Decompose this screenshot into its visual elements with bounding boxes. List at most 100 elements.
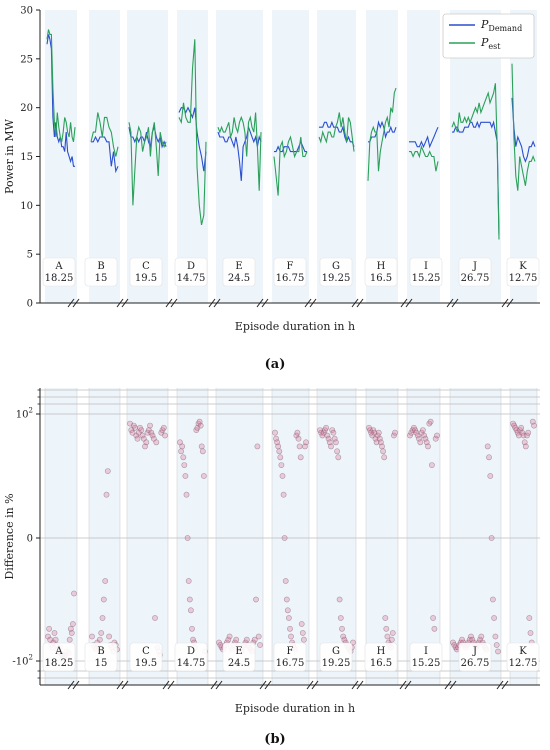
b-point-G <box>330 429 337 436</box>
a-episode-duration: 19.25 <box>322 273 351 284</box>
b-point-H <box>379 443 385 450</box>
b-episode-duration: 15 <box>95 658 108 669</box>
b-point-J <box>484 443 491 450</box>
b-point-H <box>384 633 391 640</box>
a-episode-box-7 <box>364 257 398 287</box>
b-episode-label: B <box>97 646 104 657</box>
b-episode-box-6 <box>319 642 353 672</box>
b-point-C <box>160 424 167 431</box>
b-episode-band <box>127 388 168 685</box>
b-axis-break-b <box>72 680 80 690</box>
a-episode-label: J <box>472 261 477 272</box>
a-episode-band <box>177 10 208 303</box>
a-y-tick-label: 15 <box>20 152 33 163</box>
a-episode-label: H <box>377 261 386 272</box>
a-axis-break-b <box>261 298 269 308</box>
a-y-tick-label: 0 <box>27 299 33 310</box>
b-point-G <box>340 633 347 640</box>
b-episode-box-3 <box>174 642 208 672</box>
b-point-F <box>282 578 289 584</box>
b-point-A <box>66 636 73 643</box>
b-point-G <box>341 636 348 643</box>
b-point-F <box>294 429 301 436</box>
a-episode-box-9 <box>458 257 492 287</box>
a-episode-duration: 26.75 <box>461 273 490 284</box>
b-point-H <box>381 454 388 461</box>
b-point-J <box>486 454 492 461</box>
b-episode-label: F <box>287 646 294 657</box>
b-episode-band <box>407 388 440 685</box>
a-series-estimate-B <box>90 112 119 157</box>
a-episode-duration: 15.25 <box>412 273 441 284</box>
a-legend-entry: PDemand <box>480 18 522 33</box>
b-axis-break-b <box>404 680 412 690</box>
a-y-tick-label: 10 <box>20 201 33 212</box>
b-point-H <box>380 448 386 455</box>
b-point-A <box>68 630 75 636</box>
b-axis-break-a <box>306 680 314 690</box>
b-point-F <box>300 636 307 643</box>
a-axis-break-b <box>356 298 364 308</box>
b-point-F <box>276 448 283 455</box>
a-series-estimate-I <box>409 144 439 172</box>
b-point-B <box>100 596 107 603</box>
b-point-K <box>531 422 537 429</box>
b-point-B <box>89 633 95 640</box>
b-point-I <box>419 427 426 433</box>
a-y-axis-label: Power in MW <box>3 118 16 194</box>
b-point-B <box>99 615 106 621</box>
b-episode-duration: 24.5 <box>228 658 250 669</box>
a-episode-box-6 <box>319 257 353 287</box>
a-episode-duration: 15 <box>95 273 108 284</box>
b-point-D <box>178 448 184 455</box>
a-episode-box-1 <box>84 257 118 287</box>
b-point-D <box>200 473 207 479</box>
b-point-H <box>383 625 390 632</box>
b-episode-label: G <box>332 646 340 657</box>
b-point-G <box>323 424 329 431</box>
b-point-E <box>254 443 261 450</box>
b-point-A <box>70 621 76 627</box>
a-series-demand-G <box>319 120 355 147</box>
a-episode-label: B <box>97 261 104 272</box>
b-point-F <box>275 443 282 450</box>
b-point-I <box>428 462 435 468</box>
a-episode-band <box>127 10 168 303</box>
b-point-C <box>132 424 138 431</box>
b-episode-band <box>450 388 501 685</box>
b-point-J <box>488 535 495 541</box>
b-point-G <box>339 625 345 632</box>
a-y-tick-label: 5 <box>27 250 33 261</box>
b-axis-break-a <box>162 680 170 690</box>
b-point-C <box>147 422 153 429</box>
b-point-E <box>253 596 259 603</box>
a-series-estimate-F <box>273 135 308 196</box>
b-point-K <box>525 429 532 436</box>
b-point-K <box>522 443 529 450</box>
b-point-B <box>102 578 109 584</box>
b-point-G <box>328 443 334 450</box>
b-point-J <box>487 473 494 479</box>
b-point-C <box>139 432 146 439</box>
a-legend-entry-main: P <box>480 36 489 49</box>
a-episode-box-2 <box>129 257 163 287</box>
a-episode-box-3 <box>174 257 208 287</box>
b-point-H <box>389 630 396 636</box>
b-point-G <box>335 454 342 461</box>
b-y-tick-label: 102 <box>16 407 33 421</box>
a-series-estimate-A <box>46 29 76 142</box>
a-episode-box-0 <box>42 257 76 287</box>
b-point-F <box>295 435 302 442</box>
b-point-H <box>388 636 395 643</box>
b-point-F <box>287 625 293 632</box>
b-point-E <box>225 636 232 643</box>
b-point-C <box>129 429 136 436</box>
b-axis-break-a <box>399 680 407 690</box>
a-legend-box <box>442 13 535 59</box>
b-point-B <box>104 468 111 474</box>
b-y-tick-base: 0 <box>27 534 33 545</box>
a-y-tick-label: 25 <box>20 54 33 65</box>
a-axis-break-a <box>165 298 173 308</box>
